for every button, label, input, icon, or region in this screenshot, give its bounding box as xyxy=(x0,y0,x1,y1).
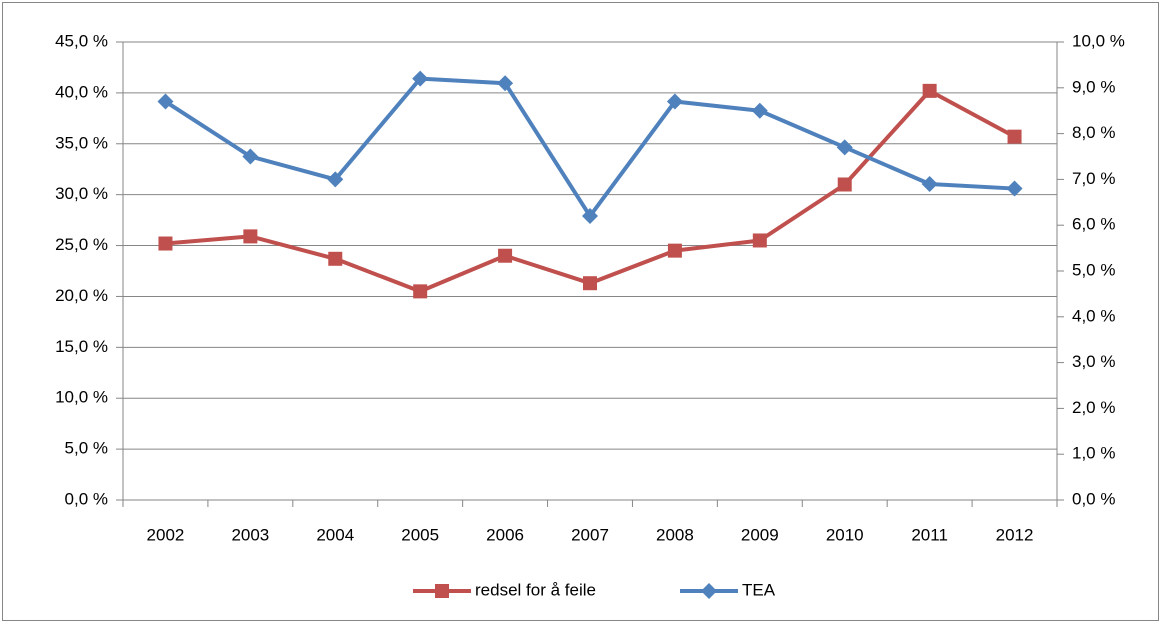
x-tick-label: 2006 xyxy=(486,525,524,544)
series-marker xyxy=(752,233,767,248)
series-marker xyxy=(837,177,852,192)
series-marker xyxy=(327,171,344,188)
series-marker xyxy=(498,248,513,263)
series-marker xyxy=(921,175,938,192)
legend-label: redsel for å feile xyxy=(475,580,596,599)
y2-tick-label: 9,0 % xyxy=(1072,77,1115,96)
y-tick-label: 20,0 % xyxy=(55,286,108,305)
y2-tick-label: 4,0 % xyxy=(1072,306,1115,325)
x-tick-label: 2005 xyxy=(401,525,439,544)
x-tick-label: 2003 xyxy=(231,525,269,544)
y2-tick-label: 10,0 % xyxy=(1072,31,1125,50)
y-tick-label: 35,0 % xyxy=(55,133,108,152)
y2-tick-label: 5,0 % xyxy=(1072,260,1115,279)
y2-tick-label: 3,0 % xyxy=(1072,352,1115,371)
series-marker xyxy=(922,83,937,98)
legend-marker xyxy=(701,583,717,599)
y-tick-label: 15,0 % xyxy=(55,337,108,356)
series-marker xyxy=(412,70,429,87)
series-marker xyxy=(1006,180,1023,197)
x-tick-label: 2008 xyxy=(656,525,694,544)
y2-tick-label: 2,0 % xyxy=(1072,398,1115,417)
series-marker xyxy=(1007,129,1022,144)
series-marker xyxy=(751,102,768,119)
series-marker xyxy=(242,148,259,165)
y-tick-label: 25,0 % xyxy=(55,235,108,254)
y-tick-label: 0,0 % xyxy=(65,489,108,508)
legend-label: TEA xyxy=(742,580,776,599)
y-tick-label: 30,0 % xyxy=(55,184,108,203)
x-tick-label: 2010 xyxy=(826,525,864,544)
series-marker xyxy=(666,93,683,110)
series-marker xyxy=(158,236,173,251)
series-marker xyxy=(582,208,598,225)
y-tick-label: 10,0 % xyxy=(55,388,108,407)
series-marker xyxy=(836,139,853,156)
series-marker xyxy=(583,276,597,291)
y2-tick-label: 7,0 % xyxy=(1072,169,1115,188)
y-tick-label: 45,0 % xyxy=(55,31,108,50)
y2-tick-label: 6,0 % xyxy=(1072,215,1115,234)
legend-marker xyxy=(435,584,449,598)
x-tick-label: 2009 xyxy=(741,525,779,544)
x-tick-label: 2002 xyxy=(147,525,185,544)
series-marker xyxy=(243,229,258,244)
series-marker xyxy=(413,284,428,299)
series-marker xyxy=(328,251,343,266)
y-tick-label: 5,0 % xyxy=(65,439,108,458)
x-tick-label: 2007 xyxy=(571,525,609,544)
x-tick-label: 2004 xyxy=(316,525,354,544)
series-marker xyxy=(497,75,514,92)
x-tick-label: 2011 xyxy=(911,525,948,544)
y-tick-label: 40,0 % xyxy=(55,82,108,101)
y2-tick-label: 0,0 % xyxy=(1072,489,1115,508)
y2-tick-label: 1,0 % xyxy=(1072,444,1115,463)
series-marker xyxy=(157,93,174,110)
y2-tick-label: 8,0 % xyxy=(1072,123,1115,142)
series-marker xyxy=(667,243,682,258)
x-tick-label: 2012 xyxy=(996,525,1034,544)
